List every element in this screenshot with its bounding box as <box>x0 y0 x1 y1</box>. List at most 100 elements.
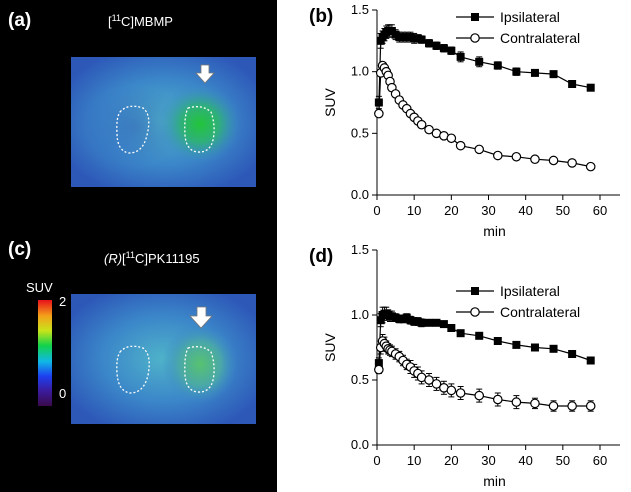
data-point <box>425 318 434 327</box>
legend-marker <box>471 13 479 21</box>
data-point <box>474 144 485 155</box>
legend-label: Contralateral <box>500 30 580 46</box>
legend-marker <box>470 307 480 317</box>
data-point <box>530 343 539 352</box>
data-point <box>431 379 442 389</box>
y-tick-label: 0.5 <box>351 125 369 140</box>
panel-a-tracer: [11C]MBMP <box>108 13 173 29</box>
data-point <box>493 337 502 345</box>
data-point <box>586 83 595 92</box>
colorbar-label: SUV <box>26 280 53 295</box>
panel-letter: (d) <box>309 246 333 267</box>
data-point <box>530 68 539 77</box>
data-point <box>549 70 558 79</box>
data-point <box>447 46 456 55</box>
data-point <box>568 350 577 358</box>
data-point <box>548 401 559 411</box>
data-point <box>456 52 465 61</box>
data-point <box>417 35 426 44</box>
data-point <box>417 318 426 327</box>
data-point <box>475 331 484 340</box>
x-tick-label: 30 <box>481 453 495 468</box>
x-tick-label: 10 <box>407 453 421 468</box>
legend-marker <box>471 287 479 295</box>
chart-b: (b) 0.0 0.5 1.0 1.5 0 10 20 30 40 50 60 min SUV Ipsila… <box>309 2 620 239</box>
panel-c-tracer: (R)[11C]PK11195 <box>104 250 200 266</box>
data-point <box>511 151 522 162</box>
data-point <box>455 140 466 151</box>
data-point <box>585 401 596 411</box>
data-point <box>455 388 466 398</box>
legend-marker <box>470 33 480 43</box>
legend-label: Contralateral <box>500 304 580 320</box>
y-tick-label: 1.5 <box>351 2 369 17</box>
data-point <box>374 364 384 375</box>
data-point <box>567 158 577 168</box>
legend-label: Ipsilateral <box>500 283 560 299</box>
data-point <box>376 316 385 325</box>
data-point <box>425 39 434 48</box>
x-tick-label: 60 <box>593 203 607 218</box>
x-tick-label: 30 <box>481 203 495 218</box>
x-tick-label: 50 <box>556 203 570 218</box>
panel-letter: (b) <box>309 6 333 27</box>
colorbar-max-label: 2 <box>59 294 66 309</box>
y-tick-label: 0.0 <box>351 437 369 452</box>
x-tick-label: 20 <box>444 453 458 468</box>
x-tick-label: 40 <box>518 203 532 218</box>
brain-image-a <box>71 57 256 187</box>
data-point <box>416 119 427 130</box>
data-point <box>432 41 441 50</box>
roi-outline-right <box>184 106 215 153</box>
y-axis-label: SUV <box>322 87 338 116</box>
x-tick-label: 40 <box>518 453 532 468</box>
data-point <box>447 324 456 332</box>
data-point <box>446 133 457 144</box>
y-axis-label: SUV <box>322 332 338 361</box>
data-point <box>439 320 448 329</box>
x-tick-label: 50 <box>556 453 570 468</box>
x-axis-label: min <box>483 473 506 489</box>
data-point <box>374 108 384 119</box>
y-tick-label: 0.0 <box>351 187 369 202</box>
roi-outline-left <box>116 345 150 394</box>
data-point <box>548 155 559 166</box>
data-point <box>446 385 457 396</box>
data-point <box>439 44 448 53</box>
colorbar <box>38 300 52 406</box>
data-point <box>424 375 434 385</box>
data-point <box>530 154 540 165</box>
data-point <box>456 329 465 338</box>
data-point <box>567 401 577 411</box>
data-point <box>493 61 502 70</box>
data-point <box>549 344 558 353</box>
y-tick-label: 1.0 <box>351 307 369 322</box>
data-point <box>530 398 540 409</box>
data-point <box>492 150 503 161</box>
arrow-icon <box>189 306 213 329</box>
arrow-icon <box>195 64 215 84</box>
data-point <box>512 340 521 349</box>
data-point <box>586 356 595 365</box>
y-tick-label: 1.0 <box>351 64 369 79</box>
brain-image-c <box>71 294 256 424</box>
data-point <box>568 80 577 88</box>
data-point <box>474 390 485 401</box>
x-tick-label: 60 <box>593 453 607 468</box>
data-point <box>492 394 503 405</box>
legend-label: Ipsilateral <box>500 9 560 25</box>
data-point <box>512 67 521 76</box>
chart-d: (d) 0.0 0.5 1.0 1.5 0 10 20 30 40 50 60 min SUV Ipsila… <box>309 242 620 489</box>
y-tick-label: 1.5 <box>351 242 369 257</box>
x-tick-label: 0 <box>373 453 380 468</box>
x-tick-label: 0 <box>373 203 380 218</box>
data-point <box>424 124 434 135</box>
roi-outline-left <box>116 105 150 154</box>
panel-a-letter: (a) <box>8 10 31 31</box>
data-point <box>475 57 484 66</box>
x-axis-label: min <box>483 223 506 239</box>
x-tick-label: 20 <box>444 203 458 218</box>
data-point <box>511 397 522 407</box>
data-point <box>585 161 596 172</box>
